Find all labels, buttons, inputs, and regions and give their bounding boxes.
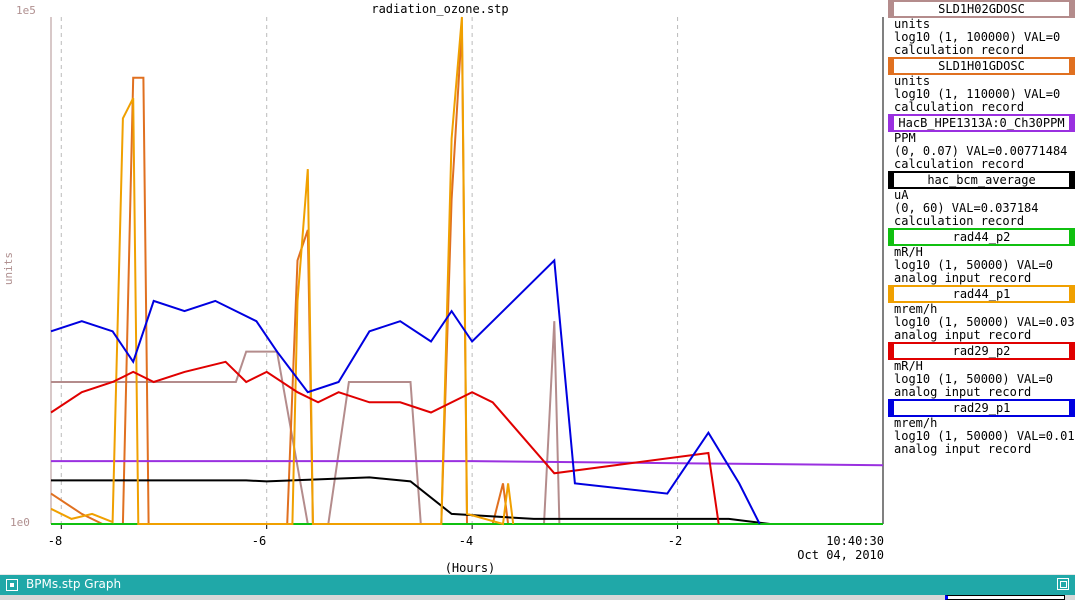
y-axis-title: units xyxy=(2,251,16,286)
legend-range: log10 (1, 50000) VAL=0.0135 xyxy=(894,429,1075,443)
legend-record-type: analog input record xyxy=(894,442,1032,456)
legend-units: mrem/h xyxy=(894,416,938,430)
legend-units: mR/H xyxy=(894,359,923,373)
legend-entry[interactable]: SLD1H01GDOSC units log10 (1, 110000) VAL… xyxy=(888,57,1075,114)
legend-record-type: calculation record xyxy=(894,43,1025,57)
x-axis-title: (Hours) xyxy=(444,561,496,575)
trace-hacb-hpe1313a-0-ch30ppm xyxy=(51,460,884,467)
legend-pv-name[interactable]: SLD1H02GDOSC xyxy=(888,0,1075,18)
legend-pv-name[interactable]: SLD1H01GDOSC xyxy=(888,57,1075,75)
trace-rad44-p1 xyxy=(50,16,515,526)
legend-pv-name[interactable]: HacB_HPE1313A:0_Ch30PPM xyxy=(888,114,1075,132)
plot-title: radiation_ozone.stp xyxy=(371,2,509,16)
legend-units: uA xyxy=(894,188,909,202)
window-title[interactable]: BPMs.stp Graph xyxy=(26,577,122,591)
legend-entry[interactable]: HacB_HPE1313A:0_Ch30PPM PPM (0, 0.07) VA… xyxy=(888,114,1075,171)
legend-range: (0, 0.07) VAL=0.00771484 xyxy=(894,144,1068,158)
legend-range: log10 (1, 50000) VAL=0 xyxy=(894,372,1053,386)
legend-units: PPM xyxy=(894,131,916,145)
legend-entry[interactable]: rad29_p2 mR/H log10 (1, 50000) VAL=0 ana… xyxy=(888,342,1075,399)
legend-entry[interactable]: SLD1H02GDOSC units log10 (1, 100000) VAL… xyxy=(888,0,1075,57)
x-end-time: 10:40:30 xyxy=(826,534,884,548)
trace-hac-bcm-average xyxy=(51,476,883,525)
y-axis-top-label: 1e5 xyxy=(16,4,36,17)
legend-entry[interactable]: rad29_p1 mrem/h log10 (1, 50000) VAL=0.0… xyxy=(888,399,1075,456)
legend-range: (0, 60) VAL=0.037184 xyxy=(894,201,1039,215)
legend-entry[interactable]: hac_bcm_average uA (0, 60) VAL=0.037184 … xyxy=(888,171,1075,228)
legend-record-type: analog input record xyxy=(894,271,1032,285)
legend-units: mR/H xyxy=(894,245,923,259)
legend-pv-name[interactable]: rad29_p1 xyxy=(888,399,1075,417)
legend-pv-name[interactable]: rad44_p2 xyxy=(888,228,1075,246)
trace-sld1h02gdosc xyxy=(51,321,801,525)
legend-range: log10 (1, 50000) VAL=0.031 xyxy=(894,315,1075,329)
legend-record-type: calculation record xyxy=(894,100,1025,114)
legend-record-type: calculation record xyxy=(894,214,1025,228)
x-end-date: Oct 04, 2010 xyxy=(797,548,884,562)
legend-pv-name[interactable]: rad44_p1 xyxy=(888,285,1075,303)
legend-range: log10 (1, 100000) VAL=0 xyxy=(894,30,1061,44)
trace-rad29-p2 xyxy=(50,360,720,525)
legend-pv-name[interactable]: hac_bcm_average xyxy=(888,171,1075,189)
plot-traces xyxy=(50,16,884,526)
window-menu-icon[interactable] xyxy=(6,579,18,591)
legend-entry[interactable]: rad44_p2 mR/H log10 (1, 50000) VAL=0 ana… xyxy=(888,228,1075,285)
trace-rad29-p1 xyxy=(50,258,761,525)
legend-units: units xyxy=(894,17,931,31)
partial-legend-peek xyxy=(945,595,1065,600)
legend-panel: SLD1H02GDOSC units log10 (1, 100000) VAL… xyxy=(888,0,1075,456)
x-tick-label: -6 xyxy=(251,534,267,548)
legend-range: log10 (1, 50000) VAL=0 xyxy=(894,258,1053,272)
x-tick-label: -2 xyxy=(667,534,683,548)
legend-range: log10 (1, 110000) VAL=0 xyxy=(894,87,1061,101)
legend-record-type: analog input record xyxy=(894,385,1032,399)
maximize-icon[interactable] xyxy=(1057,578,1069,590)
x-tick-label: -4 xyxy=(458,534,474,548)
legend-units: units xyxy=(894,74,931,88)
legend-record-type: analog input record xyxy=(894,328,1032,342)
x-tick-label: -8 xyxy=(47,534,63,548)
y-axis-bottom-label: 1e0 xyxy=(10,516,30,529)
desktop-strip xyxy=(0,595,1075,600)
minimized-window-bar[interactable]: BPMs.stp Graph xyxy=(0,574,1075,596)
legend-pv-name[interactable]: rad29_p2 xyxy=(888,342,1075,360)
legend-units: mrem/h xyxy=(894,302,938,316)
legend-record-type: calculation record xyxy=(894,157,1025,171)
legend-entry[interactable]: rad44_p1 mrem/h log10 (1, 50000) VAL=0.0… xyxy=(888,285,1075,342)
